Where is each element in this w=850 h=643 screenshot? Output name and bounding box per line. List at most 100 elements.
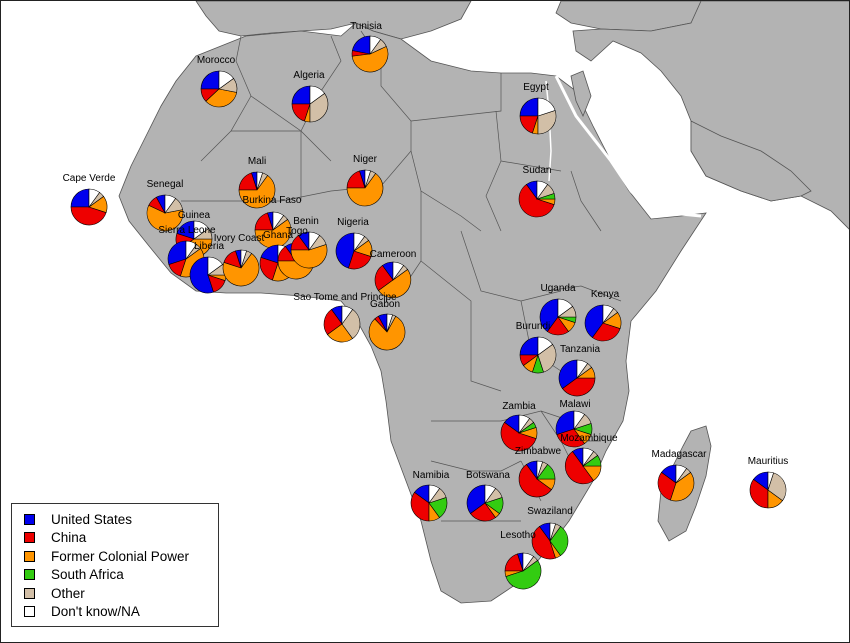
country-label-zambia: Zambia: [502, 401, 536, 412]
border-layer: [181, 30, 702, 522]
country-label-senegal: Senegal: [147, 179, 184, 190]
pie-mauritius: [749, 471, 787, 509]
legend-item-fc: Former Colonial Power: [20, 547, 210, 566]
pie-slice-niger-na: [364, 169, 371, 189]
pie-slice-sao-tome-and-principe-ot: [341, 309, 361, 339]
pie-madagascar: [657, 464, 695, 502]
pie-slice-zimbabwe-na: [536, 460, 543, 480]
country-label-sierra-leone: Sierra Leone: [158, 225, 216, 236]
pie-slice-sudan-na: [536, 180, 548, 200]
pie-slice-benin-na: [308, 231, 320, 251]
pie-slice-mozambique-na: [582, 447, 594, 467]
pie-slice-burkina-faso-na: [272, 211, 284, 231]
country-label-liberia: Liberia: [194, 241, 224, 252]
legend-swatch-ot: [24, 587, 35, 599]
legend-label-cn: China: [51, 530, 87, 546]
pie-egypt: [519, 97, 557, 135]
country-label-tunisia: Tunisia: [350, 21, 382, 32]
pie-zambia: [500, 414, 538, 452]
legend-swatch-fc: [24, 550, 35, 562]
country-label-uganda: Uganda: [540, 283, 575, 294]
pie-tanzania: [558, 359, 596, 397]
legend-swatch-na: [24, 606, 35, 618]
pie-slice-mauritius-cn: [749, 479, 769, 509]
pie-slice-cameroon-fc: [378, 268, 412, 299]
pie-namibia: [410, 484, 448, 522]
country-label-egypt: Egypt: [523, 82, 549, 93]
gulf-land: [690, 120, 812, 202]
legend-swatch-cn: [24, 532, 35, 544]
pie-slice-swaziland-cn: [531, 526, 556, 560]
country-label-burkina-faso: Burkina Faso: [243, 195, 302, 206]
pie-benin: [290, 231, 328, 269]
pie-slice-nigeria-na: [353, 232, 365, 252]
pie-slice-madagascar-na: [675, 464, 687, 484]
pie-slice-ivory-coast-na: [240, 249, 247, 269]
sinai-land: [570, 70, 592, 118]
pie-lesotho: [504, 552, 542, 590]
pie-sao-tome-and-principe: [323, 305, 361, 343]
country-label-kenya: Kenya: [591, 289, 620, 300]
pie-kenya: [584, 304, 622, 342]
country-label-ivory-coast: Ivory Coast: [214, 233, 265, 244]
pie-slice-tanzania-na: [576, 359, 588, 379]
pie-slice-gabon-na: [386, 313, 393, 333]
pie-slice-tunisia-na: [369, 35, 381, 55]
country-label-nigeria: Nigeria: [337, 217, 369, 228]
pie-slice-botswana-us: [466, 484, 486, 514]
pie-mozambique: [564, 447, 602, 485]
pie-uganda: [539, 298, 577, 336]
pie-mali: [238, 171, 276, 209]
pie-slice-zimbabwe-cn: [518, 464, 552, 498]
pie-slice-swaziland-sa: [549, 526, 569, 556]
pie-slice-gabon-fc: [368, 315, 406, 351]
country-label-morocco: Morocco: [197, 55, 236, 66]
pie-slice-tanzania-us: [558, 359, 578, 389]
pie-niger: [346, 169, 384, 207]
pie-slice-swaziland-na: [549, 522, 556, 542]
pie-slice-mozambique-cn: [564, 451, 595, 485]
legend-swatch-us: [24, 513, 35, 525]
country-label-namibia: Namibia: [413, 470, 450, 481]
border-line: [570, 170, 602, 232]
legend-label-sa: South Africa: [51, 567, 124, 583]
pie-slice-tanzania-cn: [562, 377, 596, 397]
pie-slice-madagascar-fc: [670, 472, 695, 502]
pie-slice-malawi-us: [555, 410, 575, 435]
pie-slice-cape-verde-us: [70, 188, 90, 208]
country-label-guinea: Guinea: [178, 210, 211, 221]
red-sea: [554, 75, 653, 213]
pie-slice-mali-na: [256, 171, 263, 191]
country-label-swaziland: Swaziland: [527, 506, 573, 517]
pie-slice-egypt-ot: [537, 110, 557, 135]
pie-slice-cape-verde-cn: [70, 206, 107, 226]
pie-slice-benin-fc: [290, 244, 328, 269]
country-label-benin: Benin: [293, 216, 319, 227]
pie-gabon: [368, 313, 406, 351]
pie-cameroon: [374, 261, 412, 299]
border-line: [485, 110, 502, 232]
pie-slice-lesotho-na: [522, 552, 534, 572]
pie-slice-egypt-na: [537, 97, 556, 117]
border-line: [235, 35, 302, 132]
pie-slice-ivory-coast-fc: [222, 253, 260, 287]
legend-item-na: Don't know/NA: [20, 603, 210, 622]
pie-slice-malawi-cn: [556, 428, 585, 448]
pie-slice-kenya-na: [602, 304, 614, 324]
pie-morocco: [200, 70, 238, 108]
border-line: [545, 285, 622, 302]
pie-slice-nigeria-us: [335, 232, 355, 269]
pie-slice-namibia-na: [428, 484, 440, 504]
pie-slice-sierra-leone-us: [167, 240, 187, 265]
country-label-mauritius: Mauritius: [748, 456, 789, 467]
pie-layer: [70, 35, 787, 590]
pie-malawi: [555, 410, 593, 448]
border-line: [500, 160, 562, 172]
pie-slice-liberia-us: [189, 256, 214, 294]
legend-label-fc: Former Colonial Power: [51, 548, 190, 564]
pie-algeria: [291, 85, 329, 123]
country-label-mozambique: Mozambique: [560, 433, 618, 444]
legend-label-us: United States: [51, 511, 133, 527]
